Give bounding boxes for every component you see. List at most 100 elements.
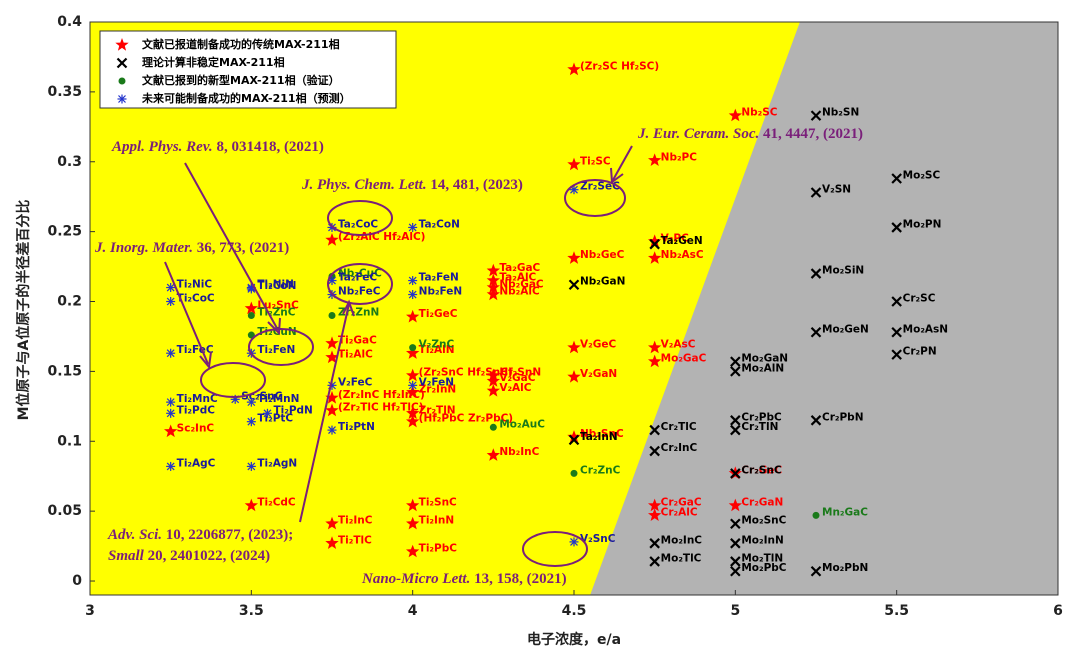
point-label: Mo₂PN — [903, 218, 942, 230]
cross-marker — [730, 468, 741, 479]
asterisk-marker — [166, 297, 176, 307]
point-label: Mo₂AlN — [741, 362, 784, 374]
point-label: Ti₂AlC — [338, 348, 373, 360]
cross-marker — [810, 110, 822, 121]
star-marker — [648, 498, 662, 512]
point-label: Mo₂SnC — [741, 515, 786, 527]
point-label: Ti₂AgN — [257, 457, 297, 469]
highlight-ellipse — [564, 179, 626, 217]
point-label: Ti₂PbC — [419, 543, 458, 555]
point-label: Nb₂SN — [822, 107, 859, 119]
point-label: Hf₂SnN — [499, 367, 541, 379]
point-label: Nb₂InC — [499, 446, 539, 458]
stable-region — [90, 22, 800, 595]
marker-stroke — [730, 468, 741, 479]
star-marker — [486, 273, 500, 287]
point-label: Zr₂InN — [419, 383, 457, 395]
point-label: Cr₂PN — [903, 346, 937, 358]
legend-label: 文献已报道制备成功的传统MAX-211相 — [142, 37, 340, 51]
dot-marker — [328, 311, 336, 319]
star-marker — [486, 448, 500, 461]
point-label: Cr₂GeC — [741, 464, 782, 476]
asterisk-marker — [327, 425, 337, 435]
star-marker — [325, 516, 339, 530]
cross-marker — [730, 518, 741, 530]
y-tick-label: 0.2 — [57, 294, 82, 310]
point-label: Cr₂GaC — [661, 497, 702, 509]
asterisk-marker — [246, 461, 256, 471]
cross-marker — [730, 415, 741, 426]
cross-marker — [730, 366, 741, 377]
point-label: Ti₂CoC — [177, 293, 215, 305]
annotation: Adv. Sci. 10, 2206877, (2023); — [107, 527, 293, 543]
star-marker — [164, 424, 178, 438]
point-label: Nb₂PC — [661, 151, 698, 163]
point-label: V₂AsC — [661, 339, 696, 351]
cross-marker — [649, 424, 660, 436]
star-marker — [648, 340, 662, 354]
marker-stroke — [730, 565, 741, 577]
point-label: Mo₂AuC — [499, 418, 545, 430]
point-label: Cr₂SnC — [741, 464, 782, 476]
marker-stroke — [810, 187, 822, 198]
star-marker — [406, 368, 420, 382]
point-label: Cr₂AlC — [661, 506, 698, 518]
marker-stroke — [649, 445, 660, 457]
marker-stroke — [730, 366, 741, 377]
marker-stroke — [891, 222, 902, 233]
star-marker — [567, 370, 581, 383]
point-label: Ti₂ZnC — [257, 306, 295, 318]
point-label: Mn₂GaC — [822, 506, 868, 518]
asterisk-marker — [246, 417, 256, 427]
cross-marker — [891, 296, 902, 307]
cross-marker — [730, 538, 741, 549]
point-label: Cr₂ZnC — [580, 464, 621, 476]
point-label: (Zr₂TlC Hf₂TlC) — [338, 402, 424, 414]
asterisk-marker — [166, 348, 176, 358]
cross-marker — [649, 445, 660, 457]
cross-marker — [730, 424, 741, 436]
asterisk-marker — [117, 94, 127, 104]
marker-stroke — [730, 356, 741, 367]
point-label: Ta₂InN — [580, 431, 618, 443]
x-tick-label: 3.5 — [239, 603, 264, 619]
star-marker — [406, 516, 420, 530]
star-marker — [567, 62, 581, 76]
star-marker — [728, 108, 742, 122]
point-label: Cr₂TlN — [741, 421, 778, 433]
star-marker — [567, 340, 581, 354]
point-label: Ti₂MnN — [257, 393, 299, 405]
marker-stroke — [891, 326, 902, 338]
point-label: Ti₂PtN — [338, 421, 375, 433]
point-label: Nb₂SC — [741, 107, 777, 119]
highlight-ellipse — [248, 328, 314, 366]
asterisk-marker — [166, 397, 176, 407]
x-tick-label: 6 — [1053, 603, 1063, 619]
x-axis-label: 电子浓度，e/a — [527, 631, 621, 648]
highlight-ellipse — [327, 263, 393, 305]
asterisk-marker — [569, 537, 579, 547]
point-label: Ti₂CoN — [257, 280, 296, 292]
point-label: Nb₂FeC — [338, 286, 381, 298]
dot-marker — [812, 511, 820, 519]
point-label: Ti₂NiC — [177, 279, 213, 291]
point-label: Ta₂GaC — [499, 262, 540, 274]
point-label: (Zr₂SnC Hf₂SnC) — [419, 367, 513, 379]
cross-marker — [730, 356, 741, 367]
star-marker — [648, 234, 662, 248]
star-marker — [486, 384, 500, 397]
point-label: Nb₂GaN — [580, 276, 625, 288]
y-tick-label: 0.4 — [57, 14, 82, 30]
marker-stroke — [810, 415, 822, 426]
point-label: V₂AlC — [499, 382, 531, 394]
point-label: Mo₂SiN — [822, 265, 864, 277]
star-marker — [728, 498, 742, 512]
point-label: V₂FeC — [338, 376, 373, 388]
point-label: Ti₂InN — [419, 515, 455, 527]
arrow-head — [342, 299, 355, 317]
marker-stroke — [810, 268, 822, 279]
cross-marker — [891, 222, 902, 233]
star-marker — [325, 336, 339, 350]
point-label: Ti₂PtC — [257, 413, 293, 425]
y-tick-label: 0 — [72, 573, 82, 589]
